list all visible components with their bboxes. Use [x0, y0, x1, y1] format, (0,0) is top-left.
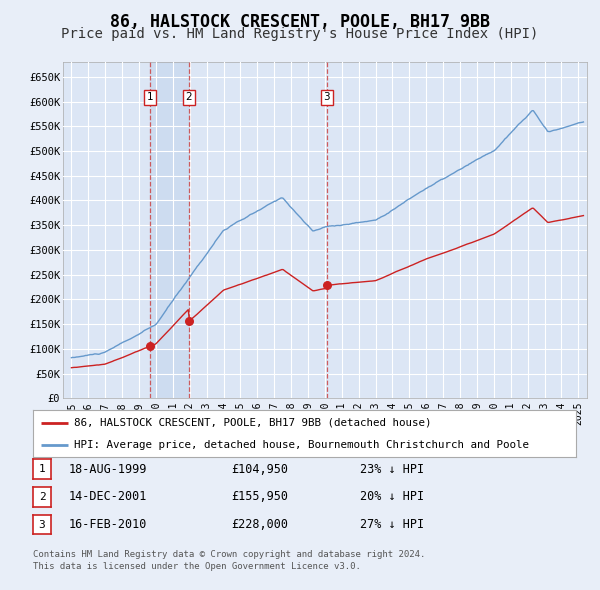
Bar	[149, 62, 189, 398]
Text: 2: 2	[186, 92, 193, 102]
Text: Contains HM Land Registry data © Crown copyright and database right 2024.: Contains HM Land Registry data © Crown c…	[33, 550, 425, 559]
Text: 3: 3	[38, 520, 46, 529]
Point	[322, 281, 332, 290]
Text: 18-AUG-1999: 18-AUG-1999	[69, 463, 148, 476]
Text: 16-FEB-2010: 16-FEB-2010	[69, 518, 148, 531]
Text: Price paid vs. HM Land Registry's House Price Index (HPI): Price paid vs. HM Land Registry's House …	[61, 27, 539, 41]
Point	[184, 316, 194, 326]
Text: HPI: Average price, detached house, Bournemouth Christchurch and Poole: HPI: Average price, detached house, Bour…	[74, 440, 529, 450]
Text: 23% ↓ HPI: 23% ↓ HPI	[360, 463, 424, 476]
Point	[145, 342, 154, 351]
Text: 3: 3	[323, 92, 330, 102]
Text: £228,000: £228,000	[231, 518, 288, 531]
Text: £155,950: £155,950	[231, 490, 288, 503]
Text: 20% ↓ HPI: 20% ↓ HPI	[360, 490, 424, 503]
Text: This data is licensed under the Open Government Licence v3.0.: This data is licensed under the Open Gov…	[33, 562, 361, 571]
Text: 1: 1	[38, 464, 46, 474]
Text: 14-DEC-2001: 14-DEC-2001	[69, 490, 148, 503]
Text: 1: 1	[146, 92, 153, 102]
Text: £104,950: £104,950	[231, 463, 288, 476]
Text: 27% ↓ HPI: 27% ↓ HPI	[360, 518, 424, 531]
Text: 86, HALSTOCK CRESCENT, POOLE, BH17 9BB: 86, HALSTOCK CRESCENT, POOLE, BH17 9BB	[110, 13, 490, 31]
Text: 86, HALSTOCK CRESCENT, POOLE, BH17 9BB (detached house): 86, HALSTOCK CRESCENT, POOLE, BH17 9BB (…	[74, 418, 431, 428]
Text: 2: 2	[38, 492, 46, 502]
